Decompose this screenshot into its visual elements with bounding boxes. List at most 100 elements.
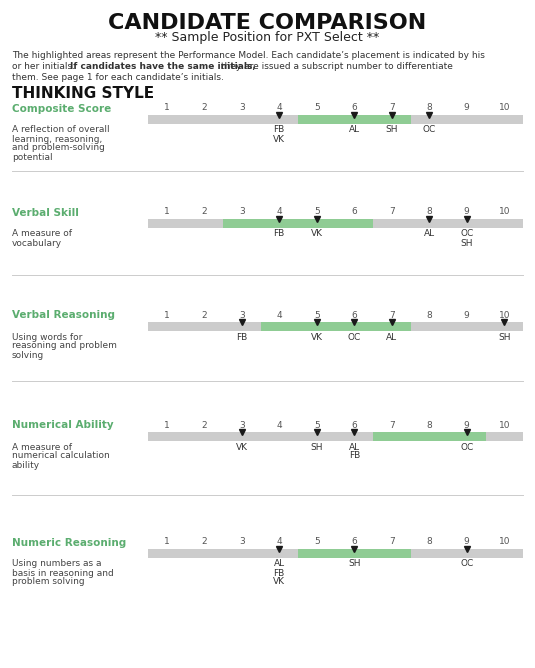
Text: 8: 8	[426, 420, 432, 430]
Text: CANDIDATE COMPARISON: CANDIDATE COMPARISON	[108, 13, 426, 33]
Text: SH: SH	[461, 238, 473, 248]
Bar	[298, 548, 410, 558]
Text: Using numbers as a: Using numbers as a	[12, 560, 102, 568]
Text: 6: 6	[351, 538, 357, 546]
Text: potential: potential	[12, 152, 52, 162]
Text: 1: 1	[164, 538, 170, 546]
Text: learning, reasoning,: learning, reasoning,	[12, 134, 102, 144]
Text: 1: 1	[164, 311, 170, 319]
Text: 10: 10	[499, 420, 510, 430]
Text: Using words for: Using words for	[12, 333, 82, 341]
Text: ** Sample Position for PXT Select **: ** Sample Position for PXT Select **	[155, 31, 379, 44]
Text: 4: 4	[277, 208, 282, 216]
Text: or her initials.: or her initials.	[12, 62, 78, 71]
Text: 6: 6	[351, 420, 357, 430]
Bar	[148, 114, 523, 124]
Text: 7: 7	[389, 104, 395, 112]
Text: Verbal Reasoning: Verbal Reasoning	[12, 311, 115, 321]
Text: 9: 9	[464, 420, 470, 430]
Text: A measure of: A measure of	[12, 442, 72, 452]
Text: VK: VK	[236, 442, 248, 452]
Text: VK: VK	[311, 230, 323, 238]
Text: SH: SH	[498, 333, 510, 341]
Text: 4: 4	[277, 104, 282, 112]
Text: 3: 3	[239, 538, 244, 546]
Text: SH: SH	[386, 126, 398, 134]
Text: 5: 5	[314, 538, 319, 546]
Text: Composite Score: Composite Score	[12, 104, 111, 114]
Bar	[223, 218, 373, 228]
Text: OC: OC	[423, 126, 436, 134]
Text: 5: 5	[314, 420, 319, 430]
Text: AL: AL	[386, 333, 398, 341]
Text: AL: AL	[274, 560, 285, 568]
Text: 6: 6	[351, 208, 357, 216]
Text: AL: AL	[349, 126, 360, 134]
Text: 9: 9	[464, 311, 470, 319]
Text: OC: OC	[460, 560, 473, 568]
Text: 3: 3	[239, 104, 244, 112]
Text: 6: 6	[351, 104, 357, 112]
Text: 9: 9	[464, 538, 470, 546]
Text: 4: 4	[277, 538, 282, 546]
Text: FB: FB	[273, 568, 285, 578]
Text: 3: 3	[239, 208, 244, 216]
Text: Numeric Reasoning: Numeric Reasoning	[12, 538, 126, 548]
Text: 10: 10	[499, 208, 510, 216]
Text: 5: 5	[314, 311, 319, 319]
Text: 10: 10	[499, 104, 510, 112]
Text: 5: 5	[314, 104, 319, 112]
Text: 2: 2	[202, 311, 207, 319]
Text: numerical calculation: numerical calculation	[12, 452, 110, 460]
Text: reasoning and problem: reasoning and problem	[12, 341, 117, 351]
Text: The highlighted areas represent the Performance Model. Each candidate’s placemen: The highlighted areas represent the Perf…	[12, 51, 485, 60]
Text: SH: SH	[348, 560, 361, 568]
Text: ability: ability	[12, 460, 40, 470]
Text: VK: VK	[311, 333, 323, 341]
Text: 7: 7	[389, 420, 395, 430]
Text: 1: 1	[164, 208, 170, 216]
Text: 8: 8	[426, 208, 432, 216]
Text: If candidates have the same initials,: If candidates have the same initials,	[70, 62, 256, 71]
Text: A reflection of overall: A reflection of overall	[12, 126, 110, 134]
Text: 2: 2	[202, 538, 207, 546]
Text: 7: 7	[389, 311, 395, 319]
Bar	[373, 432, 485, 440]
Text: A measure of: A measure of	[12, 230, 72, 238]
Text: AL: AL	[424, 230, 435, 238]
Text: 8: 8	[426, 311, 432, 319]
Text: 10: 10	[499, 538, 510, 546]
Text: problem solving: problem solving	[12, 578, 85, 587]
Text: 2: 2	[202, 420, 207, 430]
Bar	[298, 114, 410, 124]
Text: 6: 6	[351, 311, 357, 319]
Text: FB: FB	[349, 452, 360, 460]
Text: OC: OC	[460, 442, 473, 452]
Text: 2: 2	[202, 208, 207, 216]
Text: FB: FB	[236, 333, 247, 341]
Text: 10: 10	[499, 311, 510, 319]
Text: 9: 9	[464, 208, 470, 216]
Bar	[148, 432, 523, 440]
Text: FB: FB	[273, 126, 285, 134]
Text: and problem-solving: and problem-solving	[12, 144, 105, 152]
Bar	[148, 548, 523, 558]
Text: AL: AL	[349, 442, 360, 452]
Text: they are issued a subscript number to differentiate: they are issued a subscript number to di…	[218, 62, 453, 71]
Text: Numerical Ability: Numerical Ability	[12, 420, 113, 430]
Text: 7: 7	[389, 538, 395, 546]
Bar	[148, 218, 523, 228]
Text: solving: solving	[12, 351, 44, 359]
Text: OC: OC	[348, 333, 361, 341]
Text: SH: SH	[310, 442, 323, 452]
Text: THINKING STYLE: THINKING STYLE	[12, 86, 154, 101]
Text: 7: 7	[389, 208, 395, 216]
Text: 1: 1	[164, 420, 170, 430]
Text: 2: 2	[202, 104, 207, 112]
Text: basis in reasoning and: basis in reasoning and	[12, 568, 114, 578]
Text: FB: FB	[273, 230, 285, 238]
Bar	[261, 321, 410, 331]
Text: 1: 1	[164, 104, 170, 112]
Text: 8: 8	[426, 538, 432, 546]
Text: vocabulary: vocabulary	[12, 238, 62, 248]
